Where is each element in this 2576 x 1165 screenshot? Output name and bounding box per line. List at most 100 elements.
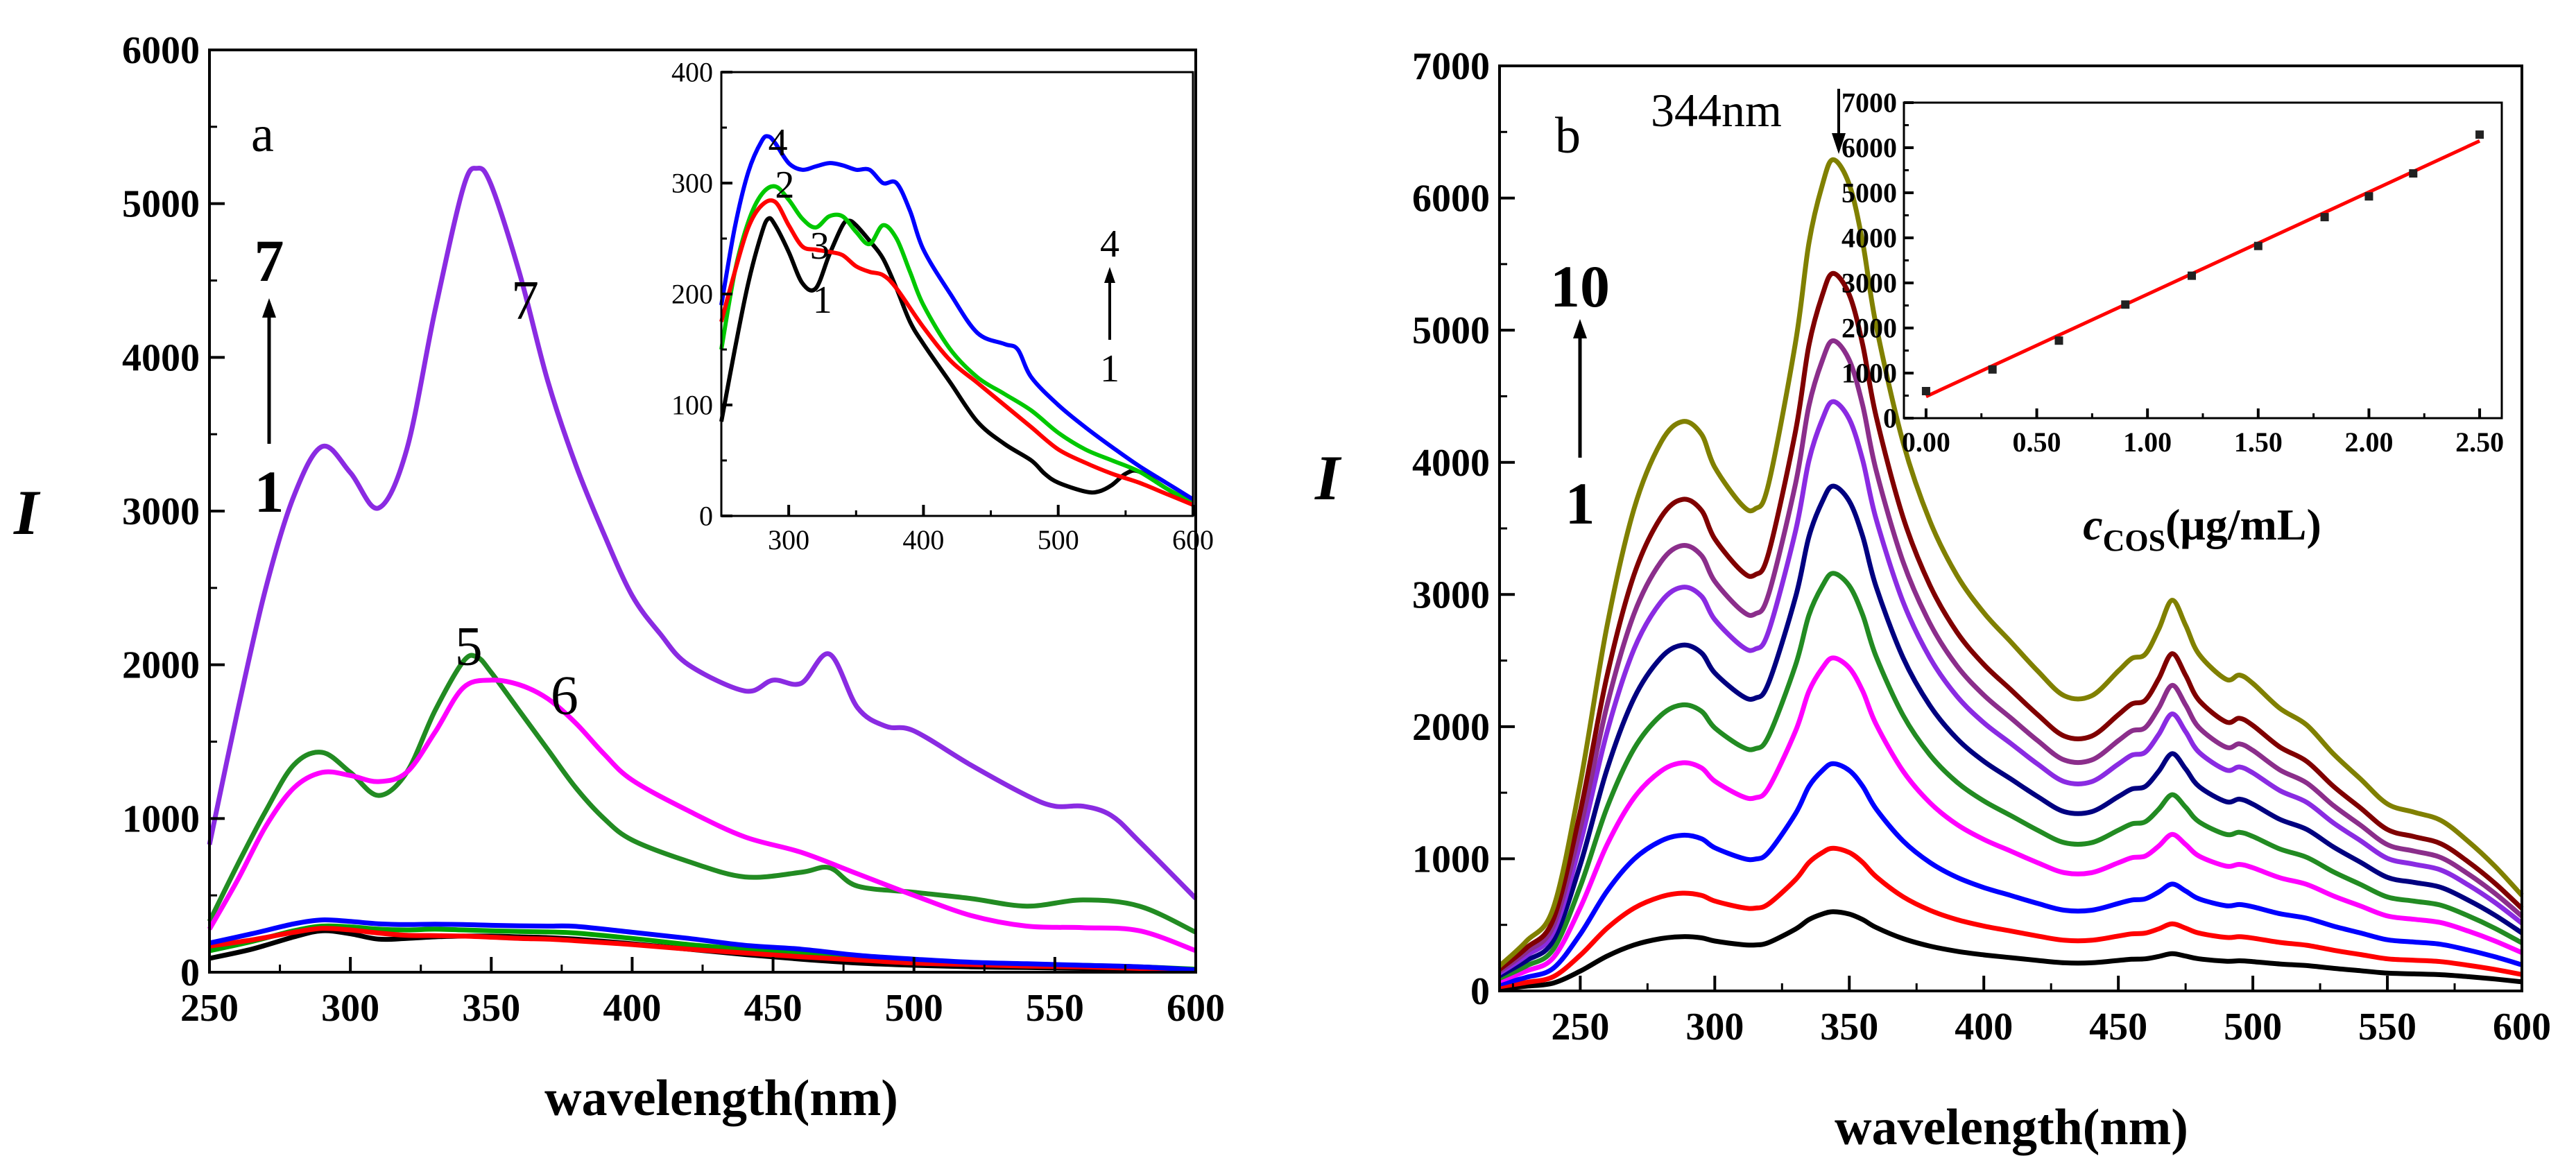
panel-a-inset-plot-area: [719, 134, 1194, 507]
panel-b-xtick-label: 500: [2224, 1006, 2282, 1048]
panel-a-xtick-label: 250: [180, 987, 239, 1030]
panel-a-ticks: 250 300 350 400 450 500 550 6000 1000 2000 3000 400…: [122, 29, 1225, 1030]
panel-b-xtick-label: 600: [2493, 1006, 2551, 1048]
panel-a-inset-xtick-label: 400: [902, 524, 944, 555]
panel-a-ytick-label: 4000: [122, 336, 200, 379]
panel-b-inset-point: [2253, 241, 2262, 250]
panel-a-arrow-head: [262, 298, 276, 318]
panel-b-inset-ytick-label: 6000: [1841, 132, 1897, 164]
panel-b-ytick-label: 7000: [1412, 45, 1490, 88]
panel-a-inset-ticks: 300 400 500 600 0 100 200 300 400: [671, 57, 1214, 555]
panel-b-xtick-label: 300: [1685, 1006, 1744, 1048]
panel-a-xlabel: wavelength(nm): [544, 1070, 898, 1127]
panel-b-series-10-line: [1497, 157, 2524, 968]
panel-b-series-5-line: [1498, 571, 2523, 981]
panel-a-inset-ytick-label: 100: [671, 390, 713, 421]
panel-a-inset-series-2-line: [719, 184, 1194, 505]
panel-b-inset: 0.00 0.50 1.00 1.50 2.00 2.50 0 1000 2000 3000 400…: [1841, 87, 2504, 558]
panel-b-series-7-line: [1498, 399, 2524, 976]
panel-a-ytick-label: 6000: [122, 29, 200, 72]
panel-a-inset-curve-label: 2: [775, 164, 794, 207]
panel-b-series-2-line: [1499, 845, 2523, 990]
panel-b-ytick-label: 4000: [1412, 442, 1490, 485]
panel-b-xtick-label: 450: [2089, 1006, 2147, 1048]
panel-b-peak-arrow-head: [1832, 133, 1846, 154]
panel-a-inset-curve-label: 1: [813, 279, 832, 322]
panel-b-inset-xlabel-subscript: COS: [2103, 524, 2165, 558]
panel-a-ytick-label: 1000: [122, 797, 200, 840]
panel-a-xtick-label: 450: [744, 987, 802, 1030]
panel-a-ytick-label: 3000: [122, 490, 200, 533]
panel-b-inset-xlabel-symbol: c: [2083, 500, 2102, 549]
panel-b-ytick-label: 0: [1470, 970, 1490, 1013]
panel-b-plot-area: [1497, 157, 2524, 992]
panel-a-ylabel: I: [13, 477, 41, 548]
panel-a: 250 300 350 400 450 500 550 6000 1000 2000 3000 400…: [13, 29, 1225, 1127]
panel-b-xtick-label: 350: [1820, 1006, 1878, 1048]
panel-b-inset-xtick-label: 1.50: [2234, 426, 2283, 458]
panel-b: 250 300 350 400 450 500 550 6000100020003000400…: [1314, 45, 2551, 1156]
panel-b-inset-point: [2054, 336, 2063, 345]
panel-b-inset-ytick-label: 3000: [1841, 268, 1897, 299]
panel-a-series-4-line: [209, 917, 1196, 973]
panel-b-inset-fit-line: [1925, 139, 2481, 399]
panel-b-arrow-head: [1573, 319, 1587, 338]
panel-b-inset-point: [2121, 300, 2130, 309]
panel-a-inset-xtick-label: 300: [768, 524, 809, 555]
panel-a-inset-order-arrow: 4 1: [1100, 223, 1119, 390]
panel-b-inset-background: [1904, 103, 2502, 418]
panel-b-ytick-label: 2000: [1412, 706, 1490, 749]
panel-b-inset-xtick-label: 2.50: [2455, 426, 2504, 458]
panel-a-inset-series-3-line: [719, 198, 1194, 507]
panel-a-inset-curve-label: 3: [810, 225, 830, 268]
panel-b-inset-point: [2475, 130, 2484, 139]
panel-a-inset-arrow-head: [1104, 267, 1115, 283]
panel-b-inset-point: [2320, 213, 2329, 222]
panel-a-inset-xtick-label: 500: [1038, 524, 1079, 555]
panel-b-inset-ticks: 0.00 0.50 1.00 1.50 2.00 2.50 0 1000 2000 3000 400…: [1841, 87, 2504, 458]
panel-b-xtick-label: 400: [1955, 1006, 2013, 1048]
panel-b-inset-xtick-label: 2.00: [2344, 426, 2393, 458]
panel-a-ytick-label: 5000: [122, 183, 200, 226]
panel-a-xtick-label: 600: [1167, 987, 1225, 1030]
panel-b-inset-ytick-label: 5000: [1841, 178, 1897, 209]
panel-b-series-6-line: [1498, 483, 2523, 978]
panel-a-inset-background: [721, 72, 1193, 516]
panel-b-inset-xtick-label: 0.00: [1902, 426, 1950, 458]
panel-b-inset-point: [1921, 387, 1930, 395]
panel-a-inset-series-4-line: [719, 134, 1194, 501]
panel-a-arrow-bottom-label: 1: [255, 458, 284, 525]
panel-b-inset-point: [1988, 365, 1997, 374]
panel-a-series-7-line: [207, 165, 1198, 901]
panel-b-arrow-bottom-label: 1: [1565, 470, 1595, 537]
panel-b-ytick-label: 5000: [1412, 309, 1490, 352]
panel-b-xtick-label: 550: [2358, 1006, 2416, 1048]
panel-b-inset-xtick-label: 0.50: [2013, 426, 2061, 458]
panel-a-xtick-label: 350: [462, 987, 520, 1030]
panel-b-inset-ytick-label: 2000: [1841, 313, 1897, 344]
panel-b-inset-xlabel-unit: (μg/mL): [2165, 500, 2321, 549]
panel-b-peak-annotation: 344nm: [1651, 84, 1846, 154]
panel-b-ytick-label: 3000: [1412, 573, 1490, 616]
panel-a-inset-ytick-label: 400: [671, 57, 713, 88]
panel-b-ytick-label: 1000: [1412, 838, 1490, 881]
panel-b-inset-xtick-label: 1.00: [2123, 426, 2172, 458]
panel-b-series-3-line: [1499, 761, 2523, 987]
panel-b-peak-label: 344nm: [1651, 84, 1782, 137]
panel-b-label: b: [1555, 107, 1581, 164]
panel-b-xtick-label: 250: [1551, 1006, 1609, 1048]
panel-b-inset-plot-area: [1921, 130, 2484, 399]
panel-b-series-9-line: [1497, 270, 2524, 972]
panel-a-ytick-label: 2000: [122, 644, 200, 687]
panel-a-series-6-line: [207, 678, 1197, 953]
panel-b-order-arrow: 10 1: [1550, 253, 1610, 537]
panel-a-inset-ytick-label: 200: [671, 279, 713, 310]
panel-a-inset-xtick-label: 600: [1172, 524, 1214, 555]
panel-a-xtick-label: 550: [1026, 987, 1084, 1030]
panel-b-inset-ytick-label: 1000: [1841, 358, 1897, 389]
panel-b-series-4-line: [1498, 655, 2523, 983]
panel-a-inset-arrow-bottom-label: 1: [1100, 347, 1119, 390]
panel-a-curve-label: 7: [511, 270, 539, 331]
panel-a-inset-curve-label: 4: [768, 121, 788, 164]
